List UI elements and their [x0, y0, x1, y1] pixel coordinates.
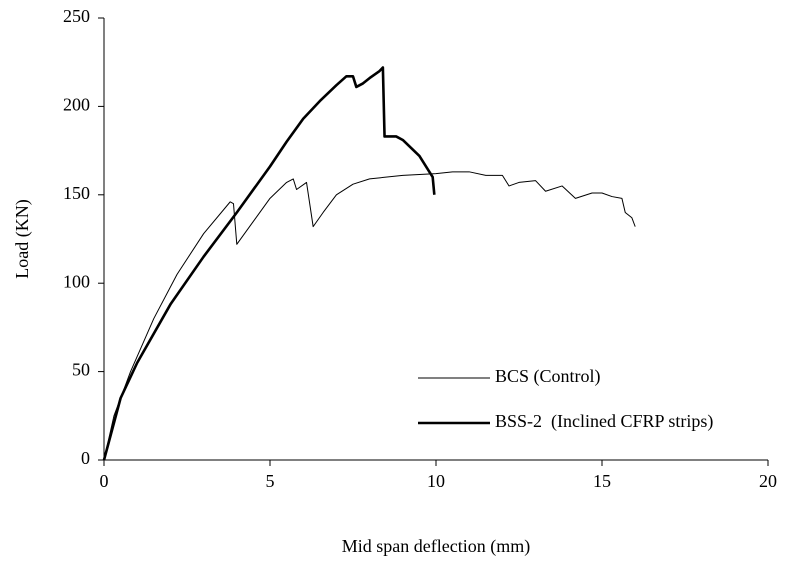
series-line [103, 171, 636, 461]
x-axis-label: Mid span deflection (mm) [342, 536, 530, 557]
y-tick-label: 50 [72, 360, 90, 380]
y-tick-label: 100 [63, 271, 90, 291]
y-tick-label: 200 [63, 95, 90, 115]
x-tick-label: 10 [427, 471, 445, 491]
x-tick-label: 15 [593, 471, 611, 491]
x-tick-label: 20 [759, 471, 777, 491]
legend-label: BCS (Control) [495, 366, 601, 387]
y-tick-label: 0 [81, 448, 90, 468]
y-axis-label: Load (KN) [12, 199, 33, 278]
x-tick-label: 5 [266, 471, 275, 491]
y-tick-label: 250 [63, 6, 90, 26]
x-tick-label: 0 [100, 471, 109, 491]
legend-label: BSS-2 (Inclined CFRP strips) [495, 411, 713, 432]
y-tick-label: 150 [63, 183, 90, 203]
series-line [102, 66, 436, 461]
